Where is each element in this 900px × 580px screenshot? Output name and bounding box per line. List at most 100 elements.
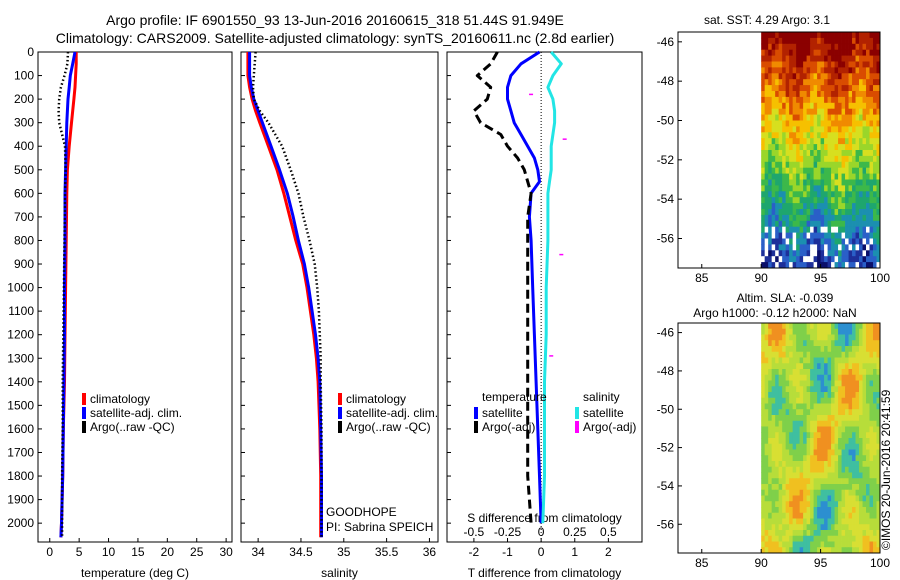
sst-map-cell [810, 214, 814, 222]
temperature-ytick-label-18: 1800 [7, 469, 34, 483]
sla-map-cell [876, 334, 881, 341]
sla-map-cell [761, 518, 766, 525]
sla-map-cell [873, 524, 877, 531]
sla-map-cell [764, 466, 769, 473]
sla-map-cell [792, 415, 797, 422]
sla-map-cell [785, 432, 790, 439]
sst-map-cell [820, 209, 825, 216]
sla-map-cell [778, 392, 783, 399]
sst-map-cell [862, 226, 867, 233]
sst-map-cell [810, 108, 814, 115]
sst-map-cell [792, 220, 797, 228]
sla-map-cell [845, 357, 849, 364]
sla-map-cell [845, 484, 849, 491]
sla-map-cell [782, 351, 787, 358]
sla-map-cell [803, 438, 807, 445]
sst-map-cell [852, 256, 856, 263]
sla-map-cell [852, 478, 856, 485]
sla-map-cell [820, 438, 825, 445]
sla-map-cell [813, 374, 818, 381]
sla-map-cell [789, 466, 794, 473]
sla-map-cell [824, 495, 828, 502]
sst-map-cell [824, 155, 828, 163]
sst-map-cell [845, 191, 849, 198]
sst-map-cell [845, 43, 849, 51]
sst-map-cell [806, 262, 811, 269]
sst-map-cell [792, 120, 797, 127]
sst-map-cell [778, 144, 783, 151]
sla-map-cell [792, 530, 797, 537]
sst-map-cell [810, 55, 814, 62]
sst-map-cell [817, 250, 821, 257]
sst-map-cell [852, 108, 856, 115]
sst-map-cell [810, 150, 814, 157]
sla-map-cell [841, 403, 846, 410]
sla-map-cell [827, 438, 832, 445]
sst-map-cell [761, 256, 766, 263]
sla-map-cell [873, 530, 877, 537]
sst-map-cell [831, 102, 835, 110]
sla-map-cell [862, 351, 867, 358]
sst-map-cell [771, 67, 776, 74]
sst-map-cell [862, 209, 867, 216]
sla-map-cell [855, 397, 860, 404]
sla-map-cell [768, 524, 773, 531]
sla-map-cell [789, 334, 794, 341]
sla-map-cell [789, 438, 794, 445]
sst-map-cell [775, 132, 780, 139]
sst-map-cell [831, 232, 835, 239]
sla-map-cell [855, 524, 860, 531]
sst-map-cell [873, 226, 877, 233]
sla-map-cell [820, 363, 825, 370]
sst-map-cell [764, 155, 769, 163]
sst-map-cell [764, 114, 769, 121]
sst-map-cell [796, 120, 801, 127]
sla-map-cell [775, 535, 780, 542]
sla-map-cell [778, 530, 783, 537]
sla-map-cell [785, 507, 790, 514]
sst-map-cell [810, 79, 814, 86]
sst-map-cell [778, 73, 783, 80]
sst-map-cell [813, 214, 818, 222]
sla-map-cell [820, 541, 825, 548]
sla-map-cell [841, 369, 846, 376]
sla-map-cell [761, 386, 766, 393]
sla-map-cell [845, 507, 849, 514]
sla-map-cell [778, 340, 783, 347]
sla-map-cell [845, 369, 849, 376]
sla-map-cell [796, 541, 801, 548]
sst-map-cell [764, 32, 769, 39]
sla-map-cell [775, 420, 780, 427]
sla-map-cell [806, 328, 811, 335]
sst-map-cell [792, 232, 797, 239]
sst-map-cell [869, 250, 874, 257]
sst-map-cell [817, 67, 821, 74]
sla-map-cell [869, 443, 874, 450]
temperature-ytick-label-1: 100 [14, 69, 34, 83]
sst-map-cell [852, 73, 856, 80]
sst-map-cell [824, 144, 828, 151]
sla-map-cell [866, 334, 870, 341]
sla-map-cell [845, 501, 849, 508]
sla-map-cell [838, 484, 842, 491]
sst-map-cell [869, 173, 874, 180]
sla-map-cell [855, 420, 860, 427]
sst-map-cell [817, 185, 821, 192]
sla-map-cell [869, 328, 874, 335]
sla-map-cell [845, 478, 849, 485]
sst-map-cell [845, 96, 849, 104]
sla-map-cell [761, 524, 766, 531]
sst-map-cell [775, 73, 780, 80]
sla-map-cell [813, 351, 818, 358]
sla-map-cell [866, 461, 870, 468]
sla-map-cell [764, 409, 769, 416]
sla-map-cell [827, 369, 832, 376]
sst-map-cell [855, 144, 860, 151]
sst-map-cell [873, 262, 877, 269]
difference-xlabel-top: S difference from climatology [467, 511, 622, 525]
sst-map-cell [859, 108, 863, 115]
sst-map-cell [848, 49, 853, 56]
sst-map-cell [792, 79, 797, 86]
sla-map-cell [834, 432, 839, 439]
sst-map-cell [824, 55, 828, 62]
